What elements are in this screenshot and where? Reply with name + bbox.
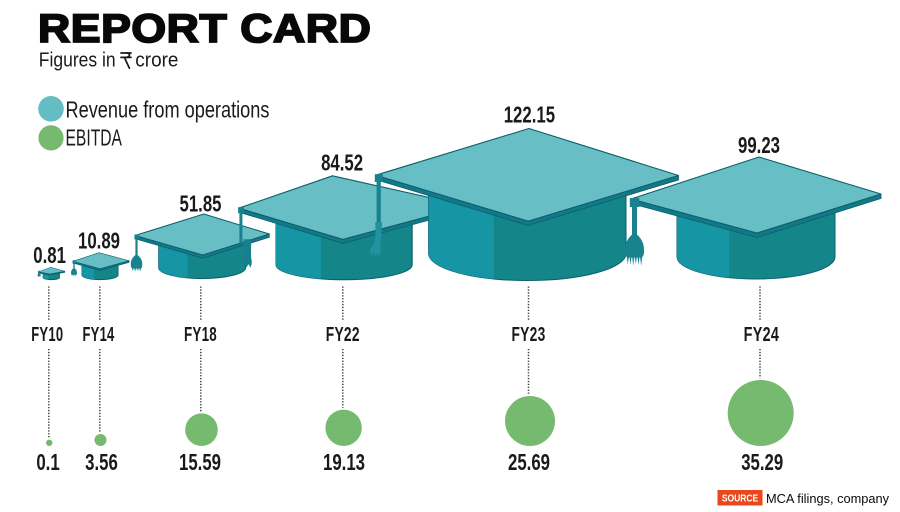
svg-text:3.56: 3.56 bbox=[85, 451, 118, 476]
svg-text:SOURCE: SOURCE bbox=[722, 493, 758, 504]
svg-text:51.85: 51.85 bbox=[179, 192, 221, 217]
svg-text:15.59: 15.59 bbox=[179, 451, 221, 476]
svg-text:FY23: FY23 bbox=[511, 322, 545, 345]
svg-text:FY22: FY22 bbox=[326, 322, 360, 345]
svg-text:Revenue from operations: Revenue from operations bbox=[65, 98, 269, 124]
svg-text:EBITDA: EBITDA bbox=[65, 126, 122, 152]
svg-text:Figures in: Figures in bbox=[39, 49, 116, 72]
svg-text:MCA filings, company: MCA filings, company bbox=[766, 491, 890, 506]
svg-text:FY10: FY10 bbox=[31, 323, 63, 346]
svg-text:0.1: 0.1 bbox=[36, 451, 59, 476]
svg-text:122.15: 122.15 bbox=[504, 103, 555, 128]
svg-text:REPORT CARD: REPORT CARD bbox=[38, 6, 371, 50]
svg-text:35.29: 35.29 bbox=[741, 451, 783, 476]
svg-text:FY18: FY18 bbox=[184, 323, 217, 345]
svg-text:crore: crore bbox=[135, 49, 178, 72]
svg-text:10.89: 10.89 bbox=[78, 229, 120, 254]
svg-text:0.81: 0.81 bbox=[33, 243, 66, 268]
svg-text:84.52: 84.52 bbox=[321, 151, 363, 176]
svg-text:99.23: 99.23 bbox=[738, 134, 780, 159]
svg-text:25.69: 25.69 bbox=[508, 451, 550, 476]
svg-text:19.13: 19.13 bbox=[323, 451, 365, 476]
svg-text:FY24: FY24 bbox=[744, 323, 780, 346]
svg-text:FY14: FY14 bbox=[82, 323, 114, 346]
